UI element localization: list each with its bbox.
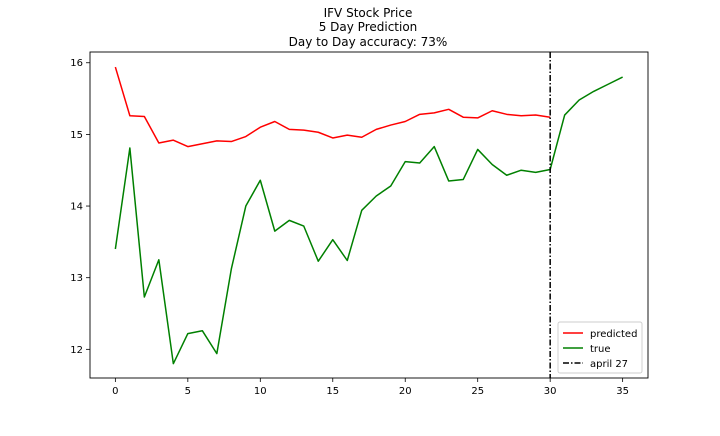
series-line-true [114,76,623,365]
legend-label-true: true [590,344,611,355]
series-line-predicted [114,66,551,148]
y-axis-ticks: 12 13 14 15 16 [70,58,90,356]
x-tick-label: 20 [399,386,412,397]
x-tick-label: 15 [326,386,339,397]
legend-box [557,321,643,374]
chart-title-line-2: 5 Day Prediction [319,20,418,34]
plot-area-frame [89,51,649,379]
chart-title-line-1: IFV Stock Price [324,6,413,20]
x-tick-label: 0 [112,386,118,397]
series-layer [114,66,623,365]
x-tick-label: 30 [544,386,557,397]
x-axis-ticks: 0 5 10 15 20 25 30 35 [112,378,629,397]
chart-title: IFV Stock Price 5 Day Prediction Day to … [289,6,448,49]
x-tick-label: 25 [471,386,484,397]
y-tick-label: 14 [70,202,83,213]
x-tick-label: 10 [254,386,267,397]
x-tick-label: 5 [185,386,191,397]
legend-label-april-27: april 27 [590,359,628,370]
y-tick-label: 15 [70,130,83,141]
legend-label-predicted: predicted [590,329,637,340]
y-tick-label: 13 [70,273,83,284]
y-tick-label: 16 [70,58,83,69]
x-tick-label: 35 [616,386,629,397]
legend: predicted true april 27 [557,321,643,374]
chart-title-line-3: Day to Day accuracy: 73% [289,35,448,49]
y-tick-label: 12 [70,345,83,356]
